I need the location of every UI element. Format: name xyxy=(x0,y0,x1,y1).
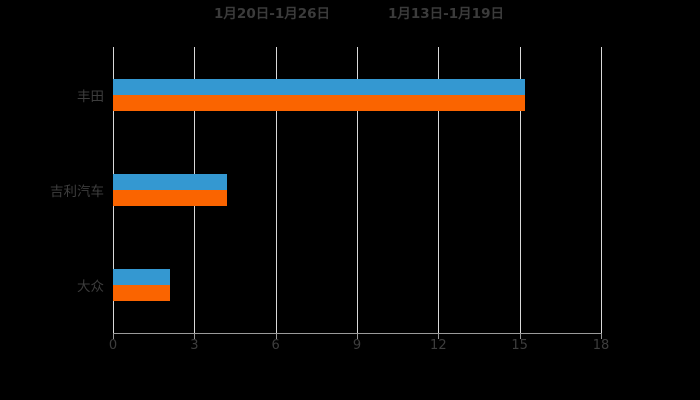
x-axis-tick xyxy=(601,333,602,339)
plot-area xyxy=(113,47,602,333)
y-axis-category-label: 丰田 xyxy=(77,88,104,105)
legend-item-0[interactable]: 1月20日-1月26日 xyxy=(196,6,330,22)
bar[interactable] xyxy=(113,190,227,206)
x-axis-tick-label: 18 xyxy=(592,338,610,353)
x-axis-tick-label: 9 xyxy=(352,338,362,353)
x-axis-tick-label: 15 xyxy=(511,338,528,353)
legend-item-1[interactable]: 1月13日-1月19日 xyxy=(370,6,504,22)
bar[interactable] xyxy=(113,174,227,190)
legend-item-label: 1月20日-1月26日 xyxy=(214,6,330,22)
x-axis-tick-label: 6 xyxy=(271,338,280,353)
y-axis-labels: 丰田吉利汽车大众 xyxy=(0,0,113,400)
chart-legend: 1月20日-1月26日 1月13日-1月19日 xyxy=(0,6,700,22)
bar[interactable] xyxy=(113,285,170,302)
x-axis-tick xyxy=(519,333,521,339)
y-axis-category-label: 大众 xyxy=(77,279,104,296)
gridline xyxy=(438,47,440,333)
x-axis-tick-label: 12 xyxy=(430,338,447,353)
bar[interactable] xyxy=(113,78,526,95)
legend-marker-square-icon xyxy=(370,9,381,20)
y-axis-category-label: 吉利汽车 xyxy=(50,184,104,200)
x-axis-tick xyxy=(438,333,440,339)
x-axis-tick-label: 0 xyxy=(108,338,118,353)
legend-item-label: 1月13日-1月19日 xyxy=(388,6,504,22)
gridline xyxy=(601,47,602,333)
x-axis-tick xyxy=(357,333,358,339)
x-axis-tick xyxy=(194,333,196,339)
x-axis-tick xyxy=(113,333,114,339)
legend-marker-circle-icon xyxy=(196,9,207,20)
bar[interactable] xyxy=(113,269,170,286)
x-axis-tick xyxy=(275,333,277,339)
x-axis-tick-label: 3 xyxy=(190,338,199,353)
gridline xyxy=(519,47,521,333)
gridline xyxy=(275,47,277,333)
bar[interactable] xyxy=(113,94,526,111)
gridline xyxy=(357,47,358,333)
